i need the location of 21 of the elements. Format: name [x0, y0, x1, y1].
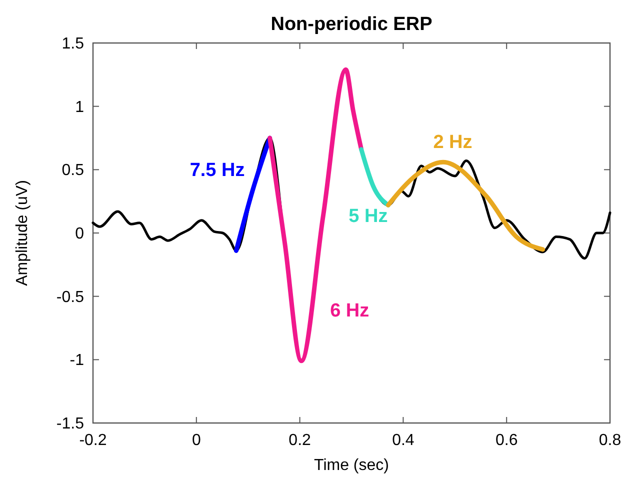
y-tick-label: 1 [75, 98, 84, 116]
x-tick-label: 0.6 [495, 432, 518, 449]
y-tick-label: -0.5 [56, 288, 84, 306]
x-tick-label: 0 [192, 432, 201, 449]
y-tick-label: -1 [70, 352, 84, 370]
series-label: 6 Hz [330, 300, 370, 322]
y-tick-label: 0 [75, 226, 84, 242]
x-tick-label: 0.2 [288, 432, 312, 449]
series-label: 5 Hz [348, 206, 388, 228]
chart-title: Non-periodic ERP [270, 14, 433, 35]
x-tick-label: 0.4 [392, 432, 414, 449]
series-label: 2 Hz [433, 132, 472, 154]
y-axis-title: Amplitude (uV) [14, 180, 31, 286]
series-label: 7.5 Hz [190, 160, 245, 181]
line-series [386, 160, 546, 252]
y-tick-label: 0.5 [62, 162, 84, 180]
y-tick-label: -1.5 [56, 416, 84, 432]
y-tick-label: 1.5 [62, 36, 84, 52]
x-tick-label: -0.2 [79, 432, 107, 449]
x-axis-title: Time (sec) [314, 457, 389, 474]
x-tick-label: 0.8 [598, 432, 622, 449]
